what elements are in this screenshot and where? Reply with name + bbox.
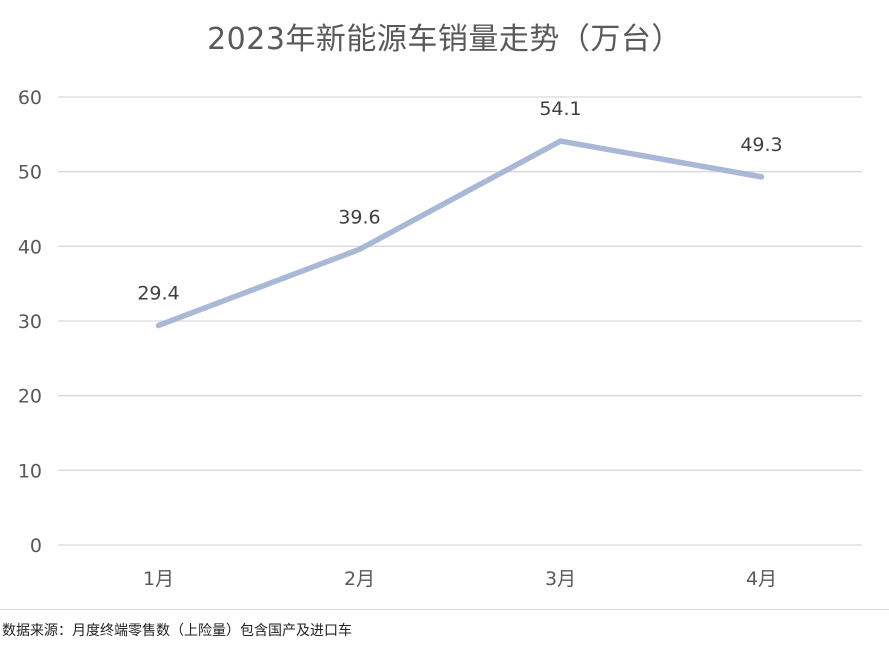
data-label: 54.1 [539,98,581,120]
y-tick-label: 0 [30,535,42,557]
y-tick-label: 30 [18,311,42,333]
data-label: 49.3 [740,134,782,156]
series-layer [155,138,765,329]
series-line [155,138,765,329]
data-label: 39.6 [338,206,380,228]
x-axis-tick-labels: 1月 2月 3月 4月 [143,568,777,590]
source-note: 数据来源：月度终端零售数（上险量）包含国产及进口车 [2,623,352,639]
x-tick-label: 3月 [545,568,576,590]
gridlines [58,96,862,546]
x-tick-label: 1月 [143,568,174,590]
y-tick-label: 40 [18,236,42,258]
y-tick-label: 50 [18,162,42,184]
y-tick-label: 10 [18,460,42,482]
source-divider [0,609,889,610]
data-label: 29.4 [137,282,179,304]
y-tick-label: 20 [18,386,42,408]
data-labels: 29.4 39.6 54.1 49.3 [137,98,782,304]
y-axis-tick-labels: 0 10 20 30 40 50 60 [18,87,42,557]
chart-title: 2023年新能源车销量走势（万台） [207,22,682,57]
x-tick-label: 4月 [746,568,777,590]
x-tick-label: 2月 [344,568,375,590]
y-tick-label: 60 [18,87,42,109]
